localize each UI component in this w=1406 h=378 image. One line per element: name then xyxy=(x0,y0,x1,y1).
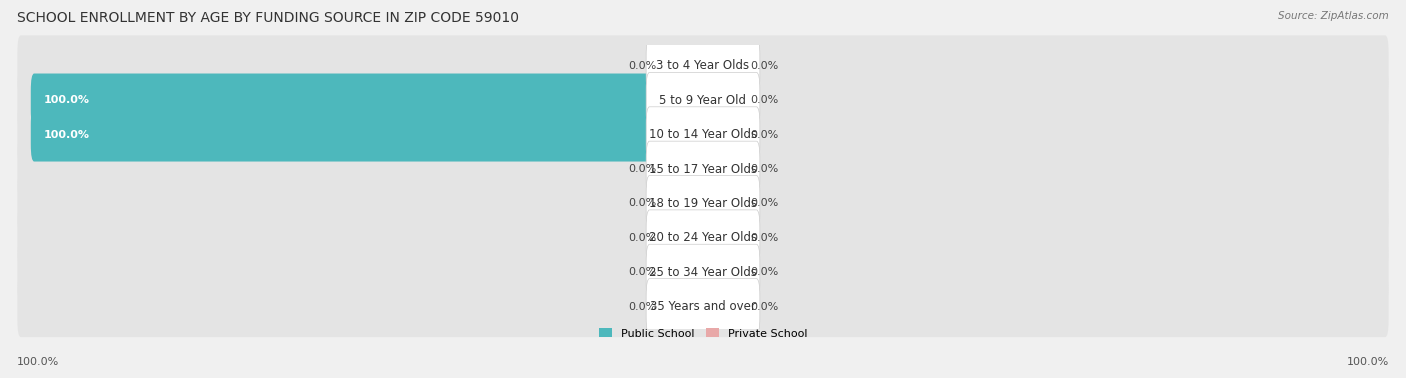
FancyBboxPatch shape xyxy=(700,73,747,127)
FancyBboxPatch shape xyxy=(17,242,1389,303)
FancyBboxPatch shape xyxy=(647,141,759,197)
Text: 0.0%: 0.0% xyxy=(749,302,778,311)
FancyBboxPatch shape xyxy=(659,177,706,230)
Text: 100.0%: 100.0% xyxy=(1347,357,1389,367)
FancyBboxPatch shape xyxy=(700,211,747,265)
FancyBboxPatch shape xyxy=(17,207,1389,268)
Text: 20 to 24 Year Olds: 20 to 24 Year Olds xyxy=(650,231,756,244)
Text: 100.0%: 100.0% xyxy=(44,95,90,105)
Text: 0.0%: 0.0% xyxy=(628,302,657,311)
Text: 0.0%: 0.0% xyxy=(749,233,778,243)
FancyBboxPatch shape xyxy=(647,244,759,300)
FancyBboxPatch shape xyxy=(659,39,706,93)
Text: 0.0%: 0.0% xyxy=(749,198,778,208)
Text: 0.0%: 0.0% xyxy=(628,267,657,277)
Text: 3 to 4 Year Olds: 3 to 4 Year Olds xyxy=(657,59,749,73)
FancyBboxPatch shape xyxy=(659,280,706,333)
FancyBboxPatch shape xyxy=(17,173,1389,234)
FancyBboxPatch shape xyxy=(647,175,759,231)
Text: 10 to 14 Year Olds: 10 to 14 Year Olds xyxy=(650,128,756,141)
FancyBboxPatch shape xyxy=(31,73,706,127)
Text: 0.0%: 0.0% xyxy=(628,61,657,71)
FancyBboxPatch shape xyxy=(700,245,747,299)
FancyBboxPatch shape xyxy=(647,210,759,266)
Text: 0.0%: 0.0% xyxy=(628,198,657,208)
FancyBboxPatch shape xyxy=(17,138,1389,200)
FancyBboxPatch shape xyxy=(17,276,1389,337)
Legend: Public School, Private School: Public School, Private School xyxy=(595,324,811,343)
Text: SCHOOL ENROLLMENT BY AGE BY FUNDING SOURCE IN ZIP CODE 59010: SCHOOL ENROLLMENT BY AGE BY FUNDING SOUR… xyxy=(17,11,519,25)
Text: 15 to 17 Year Olds: 15 to 17 Year Olds xyxy=(650,163,756,175)
Text: 0.0%: 0.0% xyxy=(749,61,778,71)
Text: Source: ZipAtlas.com: Source: ZipAtlas.com xyxy=(1278,11,1389,21)
Text: 35 Years and over: 35 Years and over xyxy=(650,300,756,313)
FancyBboxPatch shape xyxy=(700,177,747,230)
FancyBboxPatch shape xyxy=(17,36,1389,96)
Text: 0.0%: 0.0% xyxy=(749,164,778,174)
Text: 0.0%: 0.0% xyxy=(749,130,778,140)
FancyBboxPatch shape xyxy=(647,73,759,128)
FancyBboxPatch shape xyxy=(700,280,747,333)
Text: 0.0%: 0.0% xyxy=(749,267,778,277)
Text: 0.0%: 0.0% xyxy=(628,164,657,174)
FancyBboxPatch shape xyxy=(647,107,759,163)
FancyBboxPatch shape xyxy=(700,108,747,161)
FancyBboxPatch shape xyxy=(647,38,759,94)
FancyBboxPatch shape xyxy=(659,245,706,299)
Text: 5 to 9 Year Old: 5 to 9 Year Old xyxy=(659,94,747,107)
Text: 100.0%: 100.0% xyxy=(44,130,90,140)
FancyBboxPatch shape xyxy=(700,142,747,196)
Text: 25 to 34 Year Olds: 25 to 34 Year Olds xyxy=(650,266,756,279)
FancyBboxPatch shape xyxy=(700,39,747,93)
FancyBboxPatch shape xyxy=(659,211,706,265)
FancyBboxPatch shape xyxy=(17,70,1389,131)
Text: 18 to 19 Year Olds: 18 to 19 Year Olds xyxy=(650,197,756,210)
Text: 100.0%: 100.0% xyxy=(17,357,59,367)
Text: 0.0%: 0.0% xyxy=(749,95,778,105)
FancyBboxPatch shape xyxy=(647,279,759,335)
FancyBboxPatch shape xyxy=(17,104,1389,165)
FancyBboxPatch shape xyxy=(659,142,706,196)
FancyBboxPatch shape xyxy=(31,108,706,161)
Text: 0.0%: 0.0% xyxy=(628,233,657,243)
